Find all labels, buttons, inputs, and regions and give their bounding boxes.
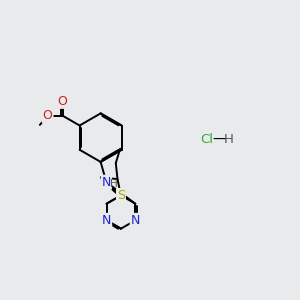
Text: N: N (102, 214, 111, 227)
Text: —: — (212, 133, 226, 147)
Text: O: O (43, 109, 52, 122)
Text: H: H (224, 134, 234, 146)
Text: N: N (102, 176, 111, 189)
Text: S: S (117, 189, 125, 202)
Text: Cl: Cl (200, 134, 213, 146)
Text: O: O (58, 95, 68, 108)
Text: H: H (110, 179, 118, 189)
Text: N: N (131, 214, 140, 227)
